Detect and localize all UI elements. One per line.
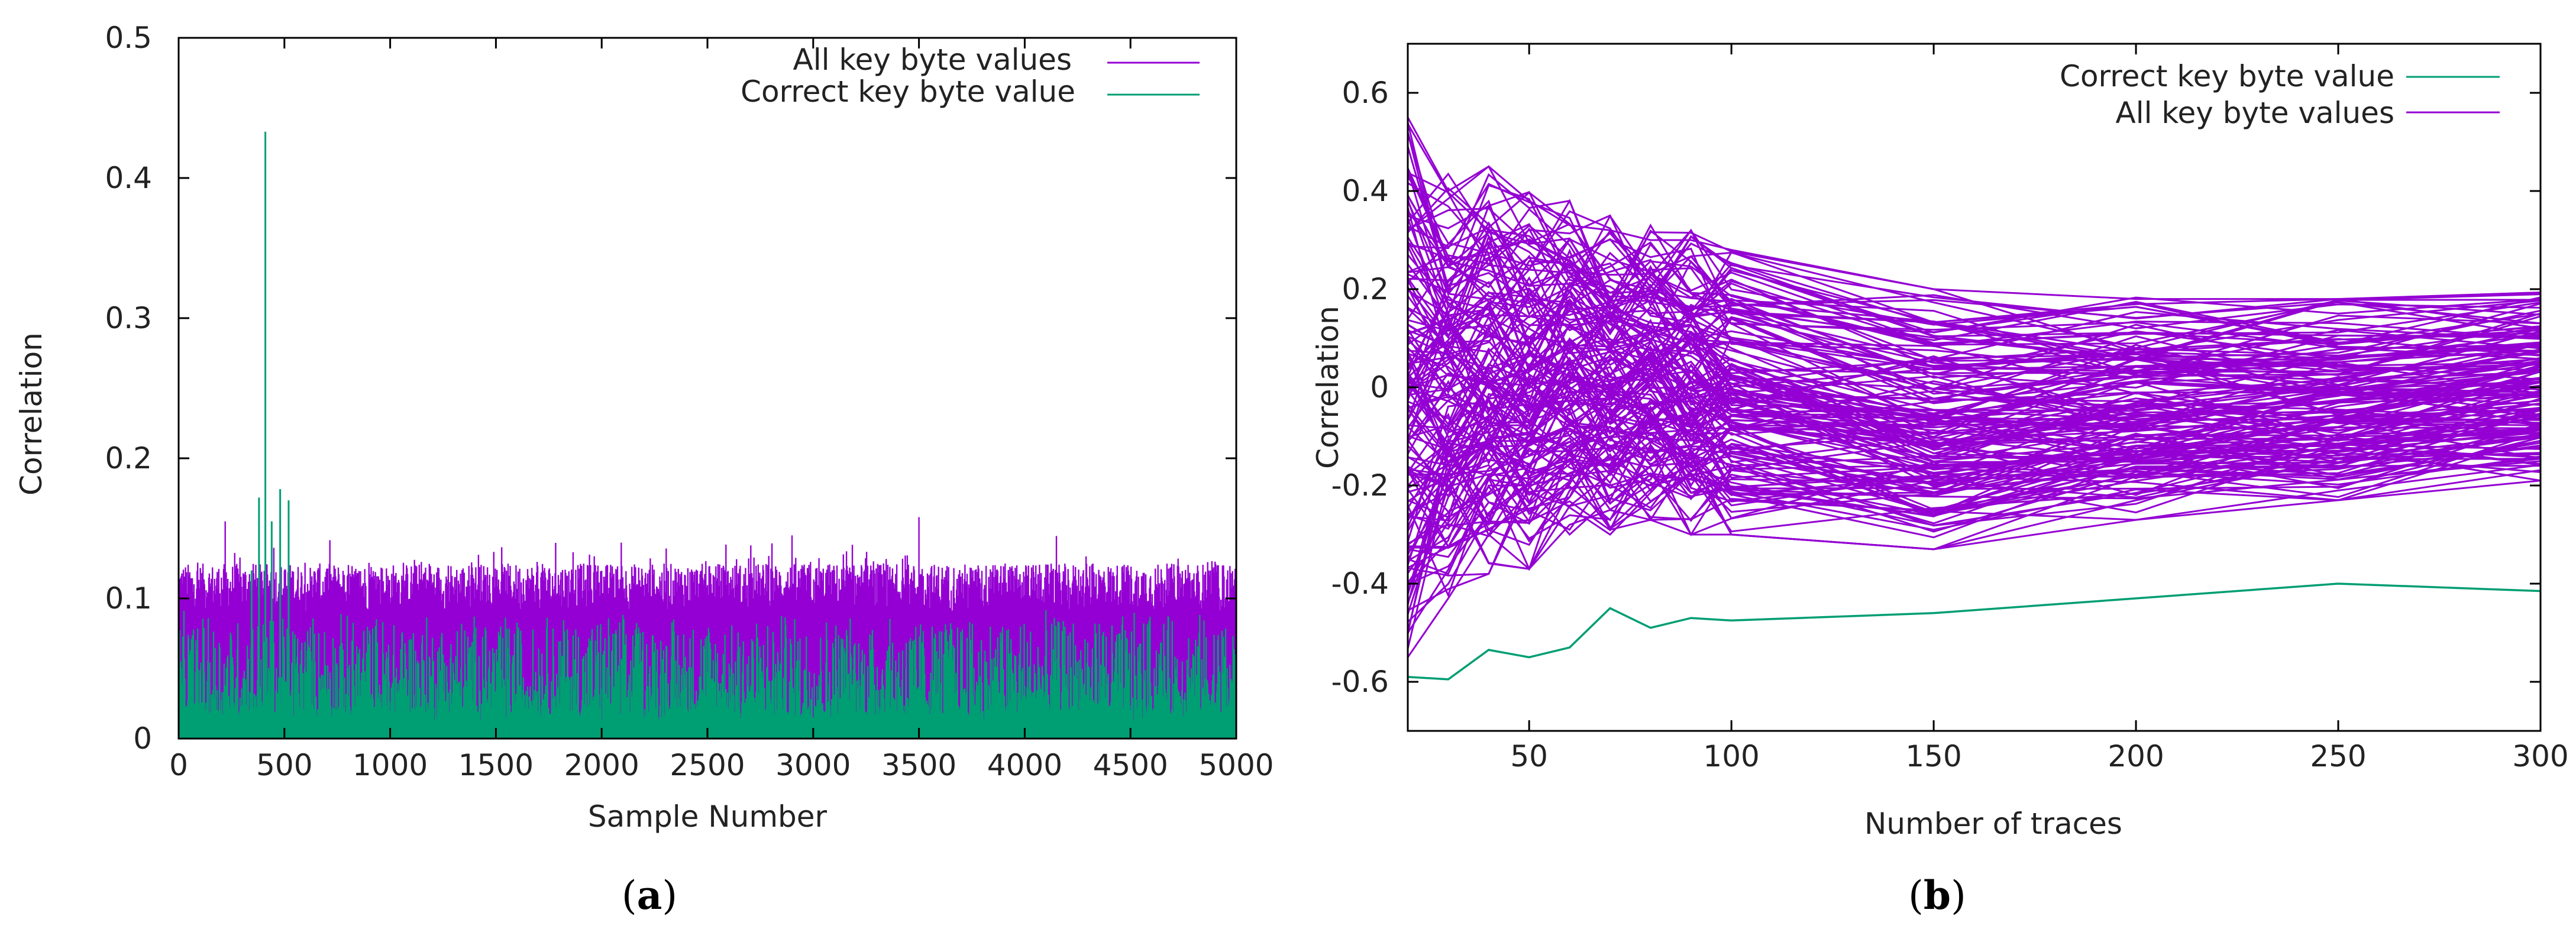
chart-b-all-values-line — [1408, 132, 2541, 329]
chart-a-xtick-label: 3000 — [775, 748, 851, 782]
chart-b-y-ticks: -0.6 -0.4 -0.2 0 0.2 0.4 0.6 — [1331, 76, 2541, 699]
chart-b-legend-label-all: All key byte values — [2115, 96, 2394, 130]
chart-b-xtick-label: 250 — [2310, 739, 2366, 773]
chart-b-all-values-line — [1408, 450, 2541, 623]
chart-b-all-values-line — [1408, 313, 2541, 439]
chart-a-xtick-label: 4000 — [987, 748, 1062, 782]
chart-b-all-values-line — [1408, 417, 2541, 526]
chart-a-xtick-label: 1000 — [353, 748, 428, 782]
chart-b-all-values-line — [1408, 304, 2541, 430]
chart-b-xtick-label: 100 — [1703, 739, 1759, 773]
chart-b-all-values-line — [1408, 413, 2541, 555]
chart-b-ytick-label: 0 — [1370, 370, 1389, 404]
chart-a-ytick-label: 0.3 — [105, 301, 152, 335]
chart-b-all-values-line — [1408, 349, 2541, 465]
chart-b-all-values-line — [1408, 414, 2541, 569]
chart-b-xtick-label: 200 — [2108, 739, 2164, 773]
chart-b-all-values-line — [1408, 191, 2541, 349]
chart-a-ytick-label: 0.5 — [105, 21, 152, 55]
chart-b-all-values-line — [1408, 480, 2541, 658]
chart-b-all-values-line — [1408, 298, 2541, 417]
chart-b-all-values-line — [1408, 241, 2541, 368]
chart-b-all-values-line — [1408, 416, 2541, 527]
chart-b-xlabel: Number of traces — [1864, 807, 2122, 841]
chart-a-ytick-label: 0.2 — [105, 441, 152, 475]
chart-a-ylabel: Correlation — [14, 332, 49, 496]
chart-b-all-values-line — [1408, 378, 2541, 496]
chart-b-all-values-line — [1408, 207, 2541, 334]
chart-a: 0 500 1000 1500 2000 2500 3000 3500 4000 4500 5000… — [14, 21, 1274, 918]
chart-b-all-values-line — [1408, 347, 2541, 455]
chart-b-all-values-line — [1408, 338, 2541, 456]
chart-b-ytick-label: 0.4 — [1342, 174, 1389, 208]
chart-b-all-values-line — [1408, 339, 2541, 446]
chart-b-ytick-label: 0.2 — [1342, 272, 1389, 306]
chart-a-xtick-label: 1500 — [458, 748, 534, 782]
chart-b-x-ticks: 50 100 150 200 250 300 — [1510, 44, 2569, 773]
chart-b-legend-background — [2058, 56, 2505, 133]
chart-a-xtick-label: 4500 — [1093, 748, 1168, 782]
chart-a-xtick-label: 5000 — [1198, 748, 1274, 782]
chart-a-xtick-label: 0 — [169, 748, 188, 782]
chart-b-all-values-line — [1408, 146, 2541, 352]
chart-b-all-values-line — [1408, 324, 2541, 447]
chart-b-all-values-line — [1408, 237, 2541, 423]
chart-a-xtick-label: 3500 — [881, 748, 956, 782]
chart-b-all-values-line — [1408, 276, 2541, 381]
chart-b-all-values-line — [1408, 360, 2541, 450]
chart-b: 50 100 150 200 250 300 -0.6 -0.4 -0.2 0 0.2 0.4 0.6… — [1311, 43, 2569, 918]
chart-a-ytick-label: 0.4 — [105, 161, 152, 195]
chart-a-series-correct-key-byte-value — [177, 131, 1237, 739]
chart-b-xtick-label: 50 — [1510, 739, 1548, 773]
chart-b-all-values-line — [1408, 455, 2541, 575]
chart-a-xlabel: Sample Number — [588, 799, 828, 834]
chart-a-x-ticks: 0 500 1000 1500 2000 2500 3000 3500 4000 4500 5000 — [169, 38, 1274, 782]
chart-b-all-values-line — [1408, 358, 2541, 481]
chart-b-all-values-line — [1408, 362, 2541, 461]
chart-b-all-values-line — [1408, 380, 2541, 464]
chart-b-all-values-line — [1408, 199, 2541, 377]
chart-b-ytick-label: -0.4 — [1331, 567, 1389, 601]
chart-b-legend-label-correct: Correct key byte value — [2060, 59, 2394, 93]
chart-b-all-values-line — [1408, 456, 2541, 549]
chart-b-all-values-line — [1408, 241, 2541, 360]
chart-b-all-values-line — [1408, 407, 2541, 594]
chart-b-ytick-label: -0.2 — [1331, 468, 1389, 503]
chart-b-all-values-line — [1408, 183, 2541, 346]
chart-b-series-correct-key-byte-value — [1408, 582, 2541, 681]
chart-b-all-values-line — [1408, 368, 2541, 542]
chart-b-all-values-line — [1408, 405, 2541, 522]
chart-b-ytick-label: -0.6 — [1331, 665, 1389, 699]
chart-a-xtick-label: 2500 — [670, 748, 745, 782]
chart-b-xtick-label: 300 — [2512, 739, 2568, 773]
chart-b-all-values-line — [1408, 429, 2541, 507]
chart-b-ytick-label: 0.6 — [1342, 76, 1389, 110]
chart-a-ytick-label: 0.1 — [105, 581, 152, 616]
chart-a-legend: All key byte values Correct key byte val… — [741, 43, 1200, 109]
chart-b-xtick-label: 150 — [1905, 739, 1961, 773]
chart-a-y-ticks: 0 0.1 0.2 0.3 0.4 0.5 — [105, 21, 1236, 756]
chart-a-xtick-label: 500 — [256, 748, 312, 782]
chart-b-series-all-key-byte-values — [1408, 116, 2541, 658]
chart-a-ytick-label: 0 — [133, 721, 152, 756]
chart-b-all-values-line — [1408, 402, 2541, 584]
chart-a-xtick-label: 2000 — [564, 748, 639, 782]
chart-a-legend-label-all: All key byte values — [793, 43, 1072, 77]
chart-a-legend-label-correct: Correct key byte value — [741, 75, 1075, 109]
chart-b-all-values-line — [1408, 169, 2541, 367]
chart-b-correct-value-line — [1408, 582, 2541, 681]
chart-a-caption: (a) — [622, 872, 677, 918]
chart-b-all-values-line — [1408, 199, 2541, 338]
chart-b-legend: Correct key byte value All key byte valu… — [2058, 56, 2505, 133]
chart-b-caption: (b) — [1908, 872, 1966, 918]
chart-b-all-values-line — [1408, 116, 2541, 300]
chart-b-ylabel: Correlation — [1311, 306, 1345, 469]
